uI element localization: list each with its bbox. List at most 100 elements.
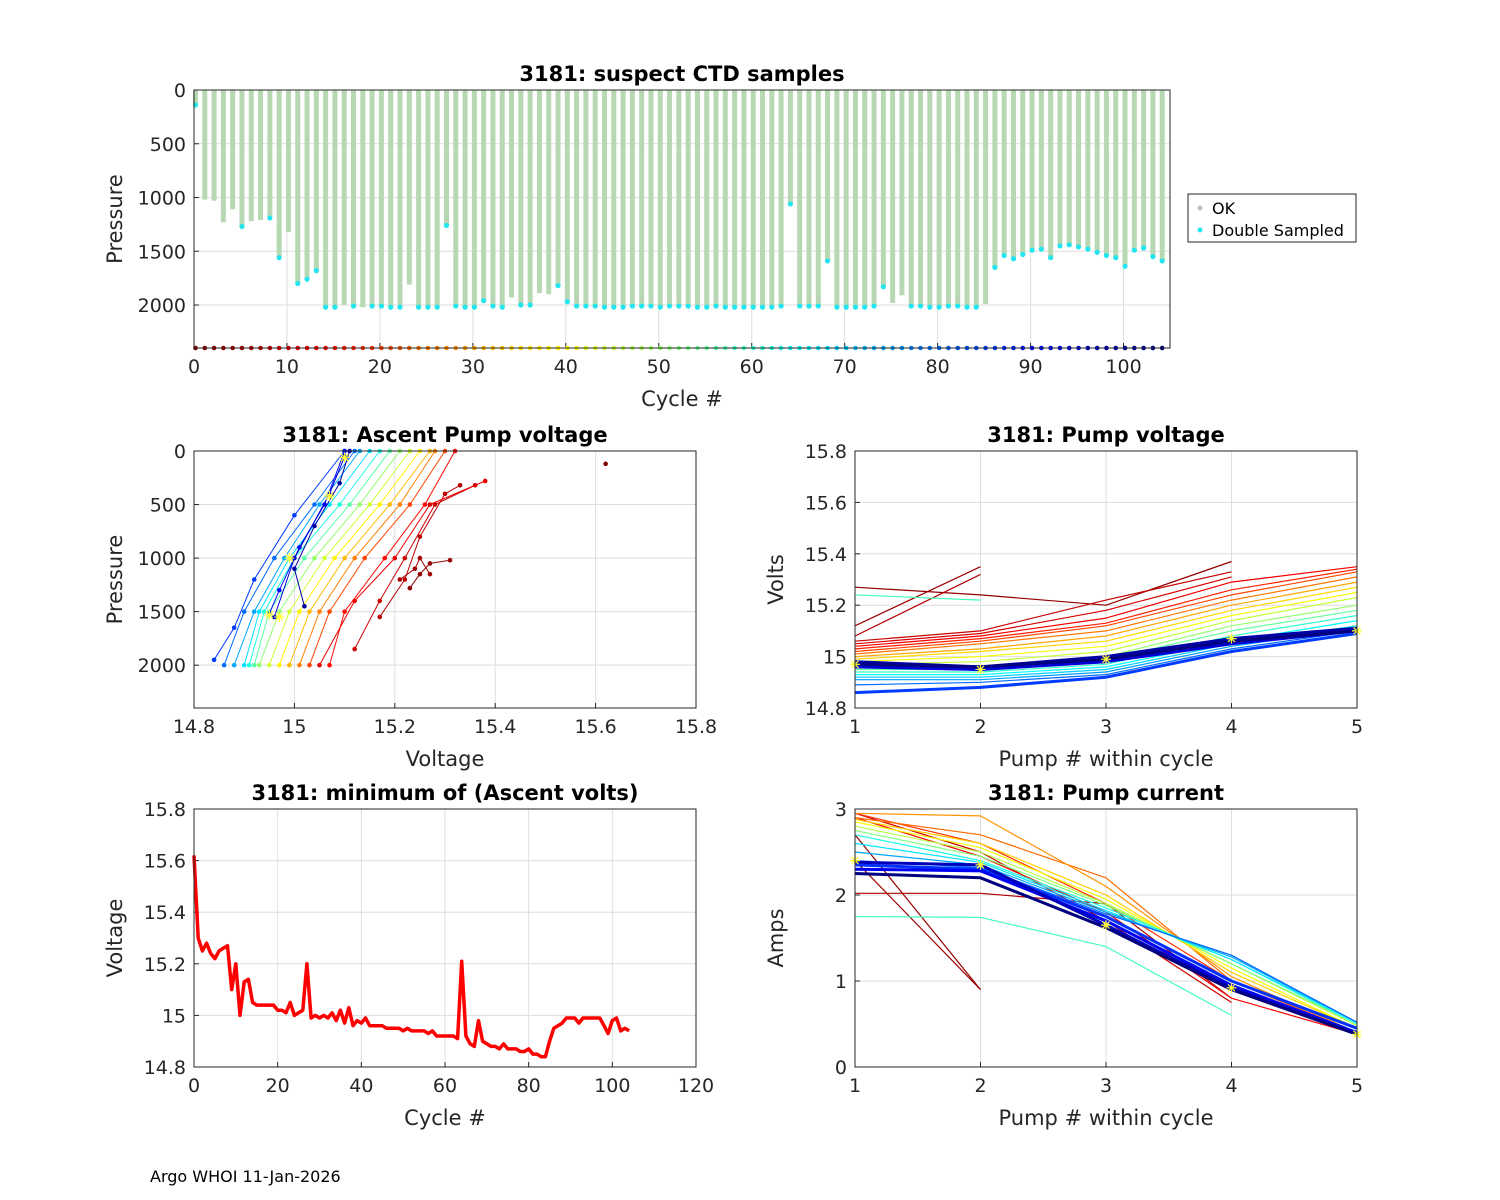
y-tick-label: 2000 [138,655,186,677]
chart-title: 3181: Ascent Pump voltage [282,423,607,447]
double-sampled-point [555,283,561,289]
double-sampled-point [657,304,663,310]
ok-samples-bar [360,90,366,308]
ok-samples-bar [1048,90,1054,258]
double-sampled-point [434,304,440,310]
ascent-profile-line [273,456,346,618]
double-sampled-point [732,304,738,310]
ascent-profile-point [417,555,423,561]
ok-samples-bar [546,90,552,295]
y-tick-label: 500 [150,495,186,517]
double-sampled-point [927,304,933,310]
ascent-profile-point [337,480,342,486]
ascent-profile-point [397,502,403,507]
ascent-profile-point [256,662,262,668]
double-sampled-point [936,304,942,310]
ascent-profile-point [267,662,272,668]
ok-samples-bar [267,90,273,218]
pump-voltage-chart: 1 2 3 4 5 14.8 15 15.2 15.4 15.6 15.8 3181: Pump vo… [764,423,1363,771]
ok-samples-bar [732,90,738,308]
ascent-profile-point [307,609,312,614]
plot-frame [193,808,697,1068]
y-axis-label: Pressure [103,174,127,264]
double-sampled-point [1066,242,1072,248]
ok-samples-bar [639,90,645,307]
ascent-profile-point [317,662,322,668]
x-tick-label: 5 [1351,716,1363,738]
ok-samples-bar [722,90,728,308]
double-sampled-point [276,255,282,261]
ok-samples-bar [1150,90,1156,257]
legend-double-symbol [1197,227,1203,233]
ascent-profile-point [312,555,317,561]
ascent-profile-point [387,502,393,507]
ok-samples-bar [509,90,515,298]
ascent-profile-point [412,566,418,572]
legend-double-label: Double Sampled [1212,221,1344,240]
x-tick-label: 1 [849,716,861,738]
chart-title: 3181: Pump current [988,781,1224,805]
double-sampled-point [648,303,654,309]
ok-samples-bar [964,90,970,308]
ok-samples-bar [1057,90,1063,246]
double-sampled-point [518,302,524,308]
ascent-profile-point [277,609,282,614]
x-tick-label: 100 [594,1075,630,1097]
highlight-marker [284,553,295,564]
y-tick-label: 2 [835,885,847,907]
double-sampled-point [1159,258,1165,264]
pump-voltage-series-line [854,568,1358,650]
ok-samples-bar [778,90,784,307]
ok-samples-bar [416,90,422,308]
ascent-profile-point [347,502,352,507]
ok-samples-bar [323,90,329,308]
plot-frame [193,450,697,709]
double-sampled-point [1141,245,1147,251]
ascent-profile-point [392,555,398,561]
ok-samples-bar [1029,90,1035,251]
ok-samples-bar [499,90,505,308]
x-tick-label: 0 [188,356,200,378]
double-sampled-point [425,304,431,310]
ok-samples-bar [713,90,719,307]
x-tick-label: 10 [275,356,299,378]
legend-ok-symbol [1197,205,1203,211]
double-sampled-point [620,304,626,310]
chart-title: 3181: minimum of (Ascent volts) [251,781,638,805]
ok-samples-bar [193,90,198,106]
suspect-ctd-samples-chart: 0 10 20 30 40 50 60 70 80 90 100050010001500200031… [103,62,1357,411]
double-sampled-point [397,304,403,310]
y-tick-label: 0 [174,80,186,102]
highlight-marker [1101,654,1111,665]
x-tick-label: 80 [517,1075,541,1097]
ok-samples-bar [1131,90,1137,251]
ascent-profile-point [221,662,227,668]
x-tick-label: 50 [647,356,671,378]
ok-samples-bar [295,90,301,284]
ok-samples-bar [1010,90,1016,259]
ok-samples-bar [555,90,561,286]
ok-samples-bar [434,90,440,308]
double-sampled-point [1010,256,1017,262]
x-tick-label: 14.8 [173,716,215,738]
ascent-profile-point [352,555,357,561]
double-sampled-point [332,304,338,310]
ascent-profile-point [447,557,453,563]
x-tick-label: 2 [974,716,986,738]
double-sampled-point [583,303,589,309]
ascent-profile-point [312,502,317,507]
ascent-profile-line [409,559,451,589]
double-sampled-point [481,298,487,304]
double-sampled-point [295,280,301,287]
ascent-profile-point [241,662,247,668]
x-tick-label: 15.6 [574,716,616,738]
x-axis-label: Cycle # [404,1106,486,1130]
ok-samples-bar [518,90,524,305]
ascent-profile-point [362,555,367,561]
ok-samples-bar [564,90,570,302]
ok-samples-bar [1159,90,1165,261]
ascent-profile-point [332,555,337,561]
ok-samples-bar [741,90,747,308]
ascent-profile-point [327,609,332,614]
